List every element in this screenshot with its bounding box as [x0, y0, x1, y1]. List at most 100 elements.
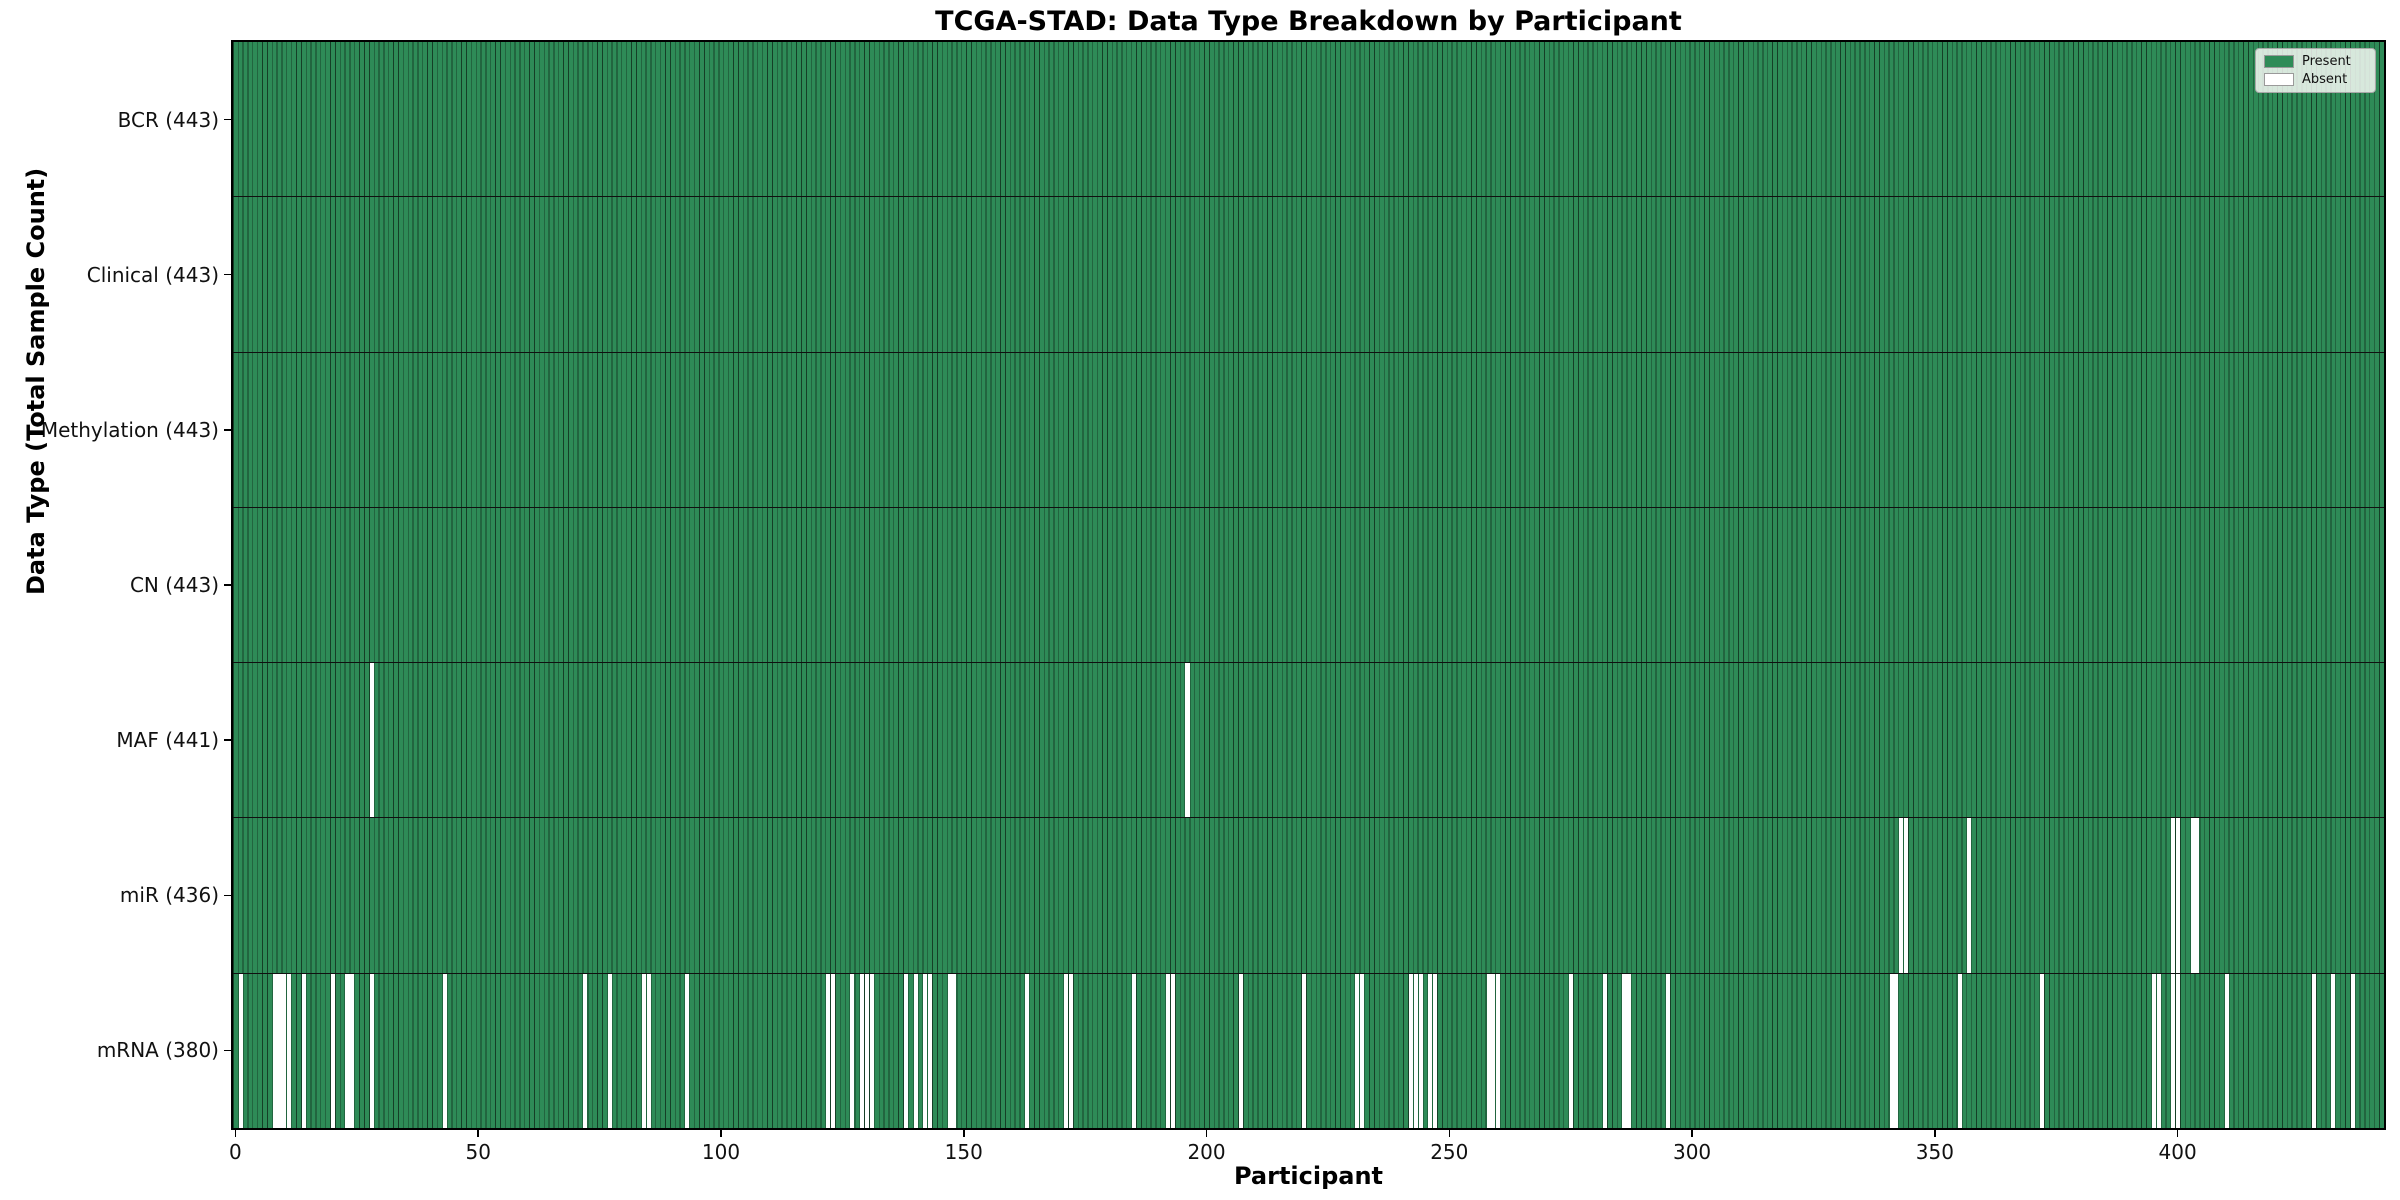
y-tick-label: Clinical (443) [86, 262, 219, 287]
absent-cell [2176, 973, 2181, 1128]
absent-cell [1170, 973, 1175, 1128]
absent-cell [1569, 973, 1574, 1128]
absent-cell [1408, 973, 1413, 1128]
absent-cell [641, 973, 646, 1128]
y-tick-mark [224, 273, 233, 276]
absent-cell [1904, 818, 1909, 973]
legend-swatch-present-icon [2264, 55, 2294, 68]
heatmap-row [233, 972, 2384, 1128]
absent-cell [1360, 973, 1365, 1128]
absent-cell [903, 973, 908, 1128]
x-tick-label: 300 [1672, 1140, 1712, 1164]
absent-cell [831, 973, 836, 1128]
y-tick-label: MAF (441) [116, 728, 219, 753]
x-tick-label: 100 [701, 1140, 741, 1164]
absent-cell [952, 973, 957, 1128]
absent-cell [1166, 973, 1171, 1128]
absent-cell [2190, 818, 2195, 973]
absent-cell [1491, 973, 1496, 1128]
y-tick-mark [224, 429, 233, 431]
absent-cell [2350, 973, 2355, 1128]
absent-cell [1486, 973, 1491, 1128]
x-tick-label: 50 [465, 1140, 491, 1164]
absent-cell [1899, 818, 1904, 973]
legend-swatch-absent-icon [2264, 73, 2294, 86]
absent-cell [301, 973, 306, 1128]
absent-cell [272, 973, 277, 1128]
x-tick-mark [963, 1128, 965, 1137]
y-tick-label: BCR (443) [117, 107, 219, 132]
absent-cell [850, 973, 855, 1128]
absent-cell [860, 973, 865, 1128]
x-tick-mark [2176, 1128, 2179, 1137]
absent-cell [923, 973, 928, 1128]
absent-cell [330, 973, 335, 1128]
y-tick-mark [224, 739, 233, 741]
absent-cell [2311, 973, 2316, 1128]
legend-item-absent: Absent [2264, 73, 2367, 86]
heatmap-row [233, 817, 2384, 973]
absent-cell [350, 973, 355, 1128]
absent-cell [2331, 973, 2336, 1128]
heatmap-row [233, 506, 2384, 663]
heatmap-row [233, 196, 2384, 352]
absent-cell [282, 973, 287, 1128]
y-tick-label: CN (443) [129, 573, 219, 597]
absent-cell [1025, 973, 1030, 1128]
x-tick-mark [720, 1128, 722, 1137]
y-tick-label: Methylation (443) [40, 417, 219, 442]
absent-cell [2151, 973, 2156, 1128]
y-tick-label: miR (436) [119, 883, 219, 908]
absent-cell [2224, 973, 2229, 1128]
legend-item-present: Present [2264, 55, 2367, 68]
heatmap-row [233, 42, 2384, 197]
absent-cell [345, 973, 350, 1128]
absent-cell [2171, 818, 2176, 973]
heatmap-row [233, 662, 2384, 818]
absent-cell [277, 973, 282, 1128]
absent-cell [1957, 973, 1962, 1128]
absent-cell [287, 973, 292, 1128]
absent-cell [865, 973, 870, 1128]
x-tick-label: 250 [1430, 1140, 1469, 1164]
absent-cell [913, 973, 918, 1128]
x-tick-mark [477, 1128, 479, 1137]
y-tick-mark [224, 894, 233, 897]
plot-area: Present Absent [231, 40, 2386, 1130]
absent-cell [583, 973, 588, 1128]
absent-cell [1238, 973, 1243, 1128]
absent-cell [369, 973, 374, 1128]
x-tick-mark [1934, 1128, 1936, 1137]
absent-cell [928, 973, 933, 1128]
absent-cell [442, 973, 447, 1128]
absent-cell [1666, 973, 1671, 1128]
absent-cell [607, 973, 612, 1128]
heatmap-row [233, 351, 2384, 507]
absent-cell [1627, 973, 1632, 1128]
absent-cell [646, 973, 651, 1128]
absent-cell [947, 973, 952, 1128]
x-axis-label: Participant [1233, 1162, 1384, 1190]
x-tick-mark [1691, 1128, 1693, 1137]
x-tick-label: 0 [229, 1140, 242, 1164]
y-tick-mark [224, 1049, 233, 1052]
absent-cell [685, 973, 690, 1128]
absent-cell [1603, 973, 1608, 1128]
x-tick-label: 200 [1187, 1140, 1226, 1164]
absent-cell [2176, 818, 2181, 973]
absent-cell [2171, 973, 2176, 1128]
absent-cell [1894, 973, 1899, 1128]
y-tick-mark [224, 118, 233, 121]
chart-title: TCGA-STAD: Data Type Breakdown by Partic… [935, 6, 1682, 37]
legend-label-absent: Absent [2302, 72, 2348, 87]
legend: Present Absent [2255, 48, 2376, 93]
absent-cell [1418, 973, 1423, 1128]
x-tick-mark [234, 1128, 237, 1137]
x-tick-label: 400 [2158, 1140, 2197, 1164]
absent-cell [1413, 973, 1418, 1128]
absent-cell [238, 973, 243, 1128]
absent-cell [369, 663, 374, 818]
y-tick-label: mRNA (380) [96, 1038, 219, 1063]
x-tick-mark [1205, 1128, 1208, 1137]
